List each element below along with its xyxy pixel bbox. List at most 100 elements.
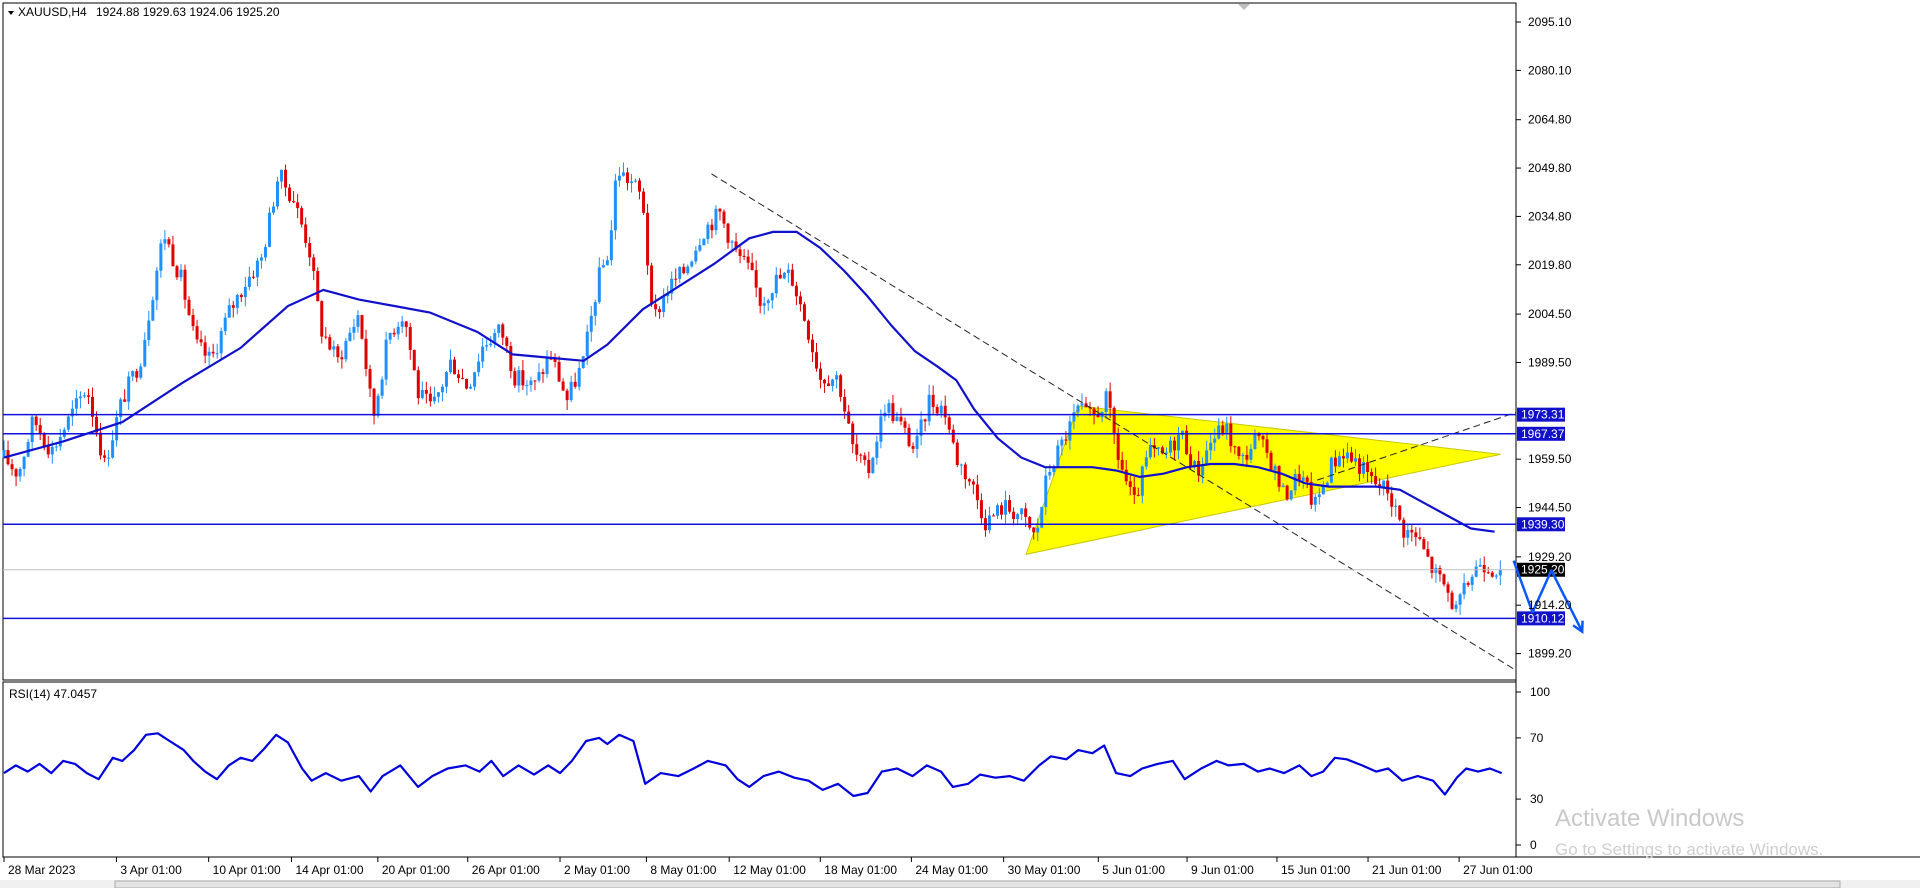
candle-body-up (1060, 439, 1064, 446)
time-tick-label: 14 Apr 01:00 (295, 863, 363, 877)
candle-body-up (22, 456, 26, 469)
scrollbar-thumb[interactable] (114, 880, 1841, 888)
candle-body-up (959, 464, 963, 466)
candle-body-down (1237, 446, 1241, 457)
candle-body-down (642, 191, 646, 213)
candle-body-up (481, 346, 485, 362)
candle-body-down (1012, 511, 1016, 520)
candle-body-up (163, 239, 167, 244)
candle-body-down (726, 223, 730, 243)
candle-body-up (497, 324, 501, 333)
candle-body-up (871, 457, 875, 474)
candle-body-down (465, 378, 469, 389)
candle-body-down (521, 370, 525, 386)
candle-body-up (670, 278, 674, 294)
candle-body-up (2, 450, 6, 458)
candle-body-up (730, 241, 734, 243)
candle-body-down (541, 372, 545, 374)
candle-body-down (328, 337, 332, 350)
candle-body-down (839, 375, 843, 397)
candle-body-up (380, 379, 384, 396)
candle-body-up (493, 332, 497, 344)
candle-body-up (271, 206, 275, 213)
candle-body-down (1446, 584, 1450, 593)
candle-body-up (919, 419, 923, 436)
candle-body-up (352, 326, 356, 333)
candle-body-down (501, 324, 505, 338)
candle-body-up (529, 380, 533, 386)
candle-body-up (267, 212, 271, 247)
candle-body-up (78, 396, 82, 399)
candle-body-up (119, 399, 123, 418)
candle-body-up (1454, 604, 1458, 609)
horizontal-levels-layer: 1973.31 1967.37 1939.30 1910.12 1925.20 (3, 407, 1565, 626)
candle-body-down (798, 296, 802, 305)
candle-body-down (296, 202, 300, 209)
candle-body-up (1362, 462, 1366, 474)
price-tick-label: 1914.20 (1528, 598, 1572, 612)
candle-body-down (461, 377, 465, 379)
candle-body-down (947, 417, 951, 430)
candle-body-down (1426, 549, 1430, 557)
time-tick-label: 10 Apr 01:00 (213, 863, 281, 877)
candle-body-down (806, 320, 810, 340)
candle-body-up (432, 396, 436, 402)
candle-body-up (1458, 594, 1462, 605)
candle-body-up (50, 446, 54, 455)
candle-body-up (1317, 494, 1321, 498)
candle-body-down (1116, 434, 1120, 460)
candle-body-up (155, 270, 159, 301)
candle-body-up (581, 356, 585, 369)
time-tick-label: 2 May 01:00 (564, 863, 630, 877)
candle-body-down (573, 381, 577, 387)
price-tick-label: 2034.80 (1528, 209, 1572, 223)
candle-body-up (1293, 474, 1297, 491)
candle-body-up (485, 345, 489, 347)
candle-body-up (597, 267, 601, 303)
time-tick-label: 27 Jun 01:00 (1463, 863, 1533, 877)
candle-body-down (891, 403, 895, 421)
candle-body-up (617, 175, 621, 181)
time-tick-label: 18 May 01:00 (824, 863, 897, 877)
candle-body-down (654, 304, 658, 310)
candle-body-up (440, 386, 444, 393)
candle-body-up (915, 435, 919, 449)
candle-body-up (1056, 445, 1060, 467)
candle-body-up (1345, 452, 1349, 459)
time-tick-label: 21 Jun 01:00 (1372, 863, 1442, 877)
candle-body-up (448, 359, 452, 373)
candle-body-down (1277, 466, 1281, 487)
candle-body-up (396, 326, 400, 335)
candle-body-down (135, 371, 139, 378)
collapse-triangle-icon[interactable] (8, 11, 14, 15)
candle-body-up (629, 181, 633, 184)
candle-body-up (577, 368, 581, 387)
time-tick-label: 8 May 01:00 (650, 863, 716, 877)
price-tick-label: 1929.20 (1528, 550, 1572, 564)
candle-body-up (1104, 391, 1108, 413)
candle-body-up (714, 208, 718, 231)
axis-labels-layer: 2095.10 2080.10 2064.80 2049.80 2034.80 2019.… (3, 15, 1572, 877)
candle-body-down (963, 464, 967, 480)
candle-body-up (686, 266, 690, 274)
candle-body-down (557, 361, 561, 382)
candle-body-up (207, 351, 211, 356)
candle-body-down (251, 276, 255, 278)
candle-body-down (971, 481, 975, 485)
rsi-label: RSI(14) 47.0457 (9, 687, 97, 701)
candle-body-up (1164, 452, 1168, 454)
time-tick-label: 3 Apr 01:00 (120, 863, 182, 877)
candle-body-up (469, 386, 473, 389)
candle-body-down (211, 351, 215, 354)
level-price-tag (1517, 517, 1565, 532)
candle-body-up (1048, 471, 1052, 476)
candle-body-up (766, 300, 770, 304)
candle-body-up (1144, 457, 1148, 467)
candle-body-down (1438, 568, 1442, 575)
price-tick-label: 2019.80 (1528, 258, 1572, 272)
projection-arrow-layer (1512, 560, 1584, 634)
candle-body-down (1172, 440, 1176, 451)
candle-body-down (1265, 439, 1269, 453)
candle-body-up (151, 300, 155, 321)
candle-body-up (1462, 582, 1466, 595)
